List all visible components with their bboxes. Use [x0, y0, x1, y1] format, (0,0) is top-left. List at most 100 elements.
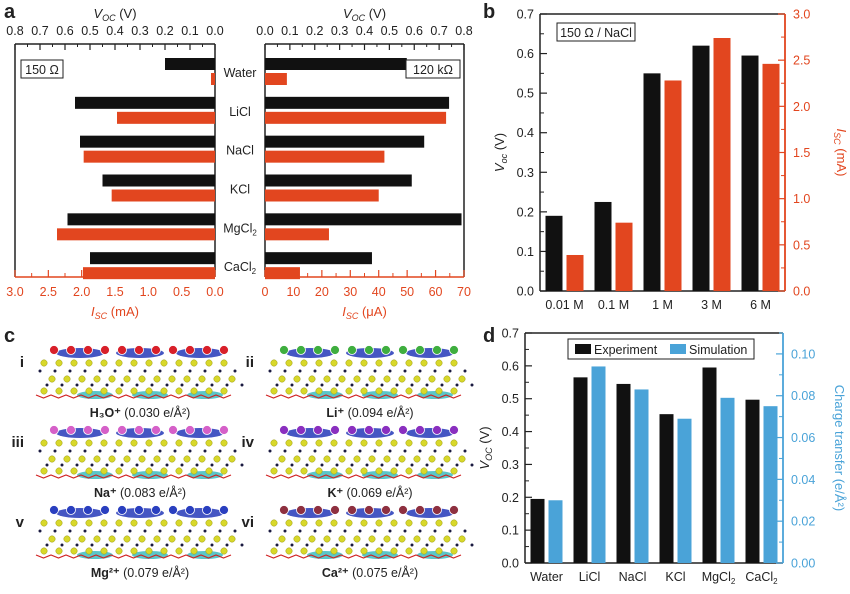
lattice-atom-small	[188, 529, 192, 533]
lattice-atom	[428, 375, 436, 383]
top-tick-label: 0.4	[356, 24, 373, 38]
lattice-atom	[70, 387, 78, 395]
lattice-atom-small	[380, 383, 384, 387]
lattice-atom	[228, 535, 236, 543]
lattice-atom-small	[410, 463, 414, 467]
lattice-atom-small	[218, 369, 222, 373]
lattice-atom-small	[210, 463, 214, 467]
lattice-atom	[368, 535, 376, 543]
lattice-atom	[360, 547, 368, 555]
lattice-atom	[78, 535, 86, 543]
lattice-atom-small	[128, 449, 132, 453]
lattice-atom	[220, 439, 228, 447]
lattice-atom	[205, 547, 213, 555]
lattice-atom	[413, 375, 421, 383]
bar-isc-5	[265, 267, 300, 280]
lattice-atom	[70, 359, 78, 367]
ion-name: H₃O⁺	[90, 406, 122, 420]
panel-letter-b: b	[483, 1, 495, 23]
charge-density-blob	[132, 391, 168, 399]
lattice-atom	[285, 359, 293, 367]
left-axis-title: VOC (V)	[477, 426, 494, 469]
bar-simulation-1	[591, 366, 606, 563]
lattice-atom	[458, 535, 466, 543]
lattice-atom	[390, 387, 398, 395]
lattice-atom-small	[373, 529, 377, 533]
structure-vi: vi Ca²⁺ (0.075 e/Å²)	[241, 505, 474, 580]
lattice-atom-small	[470, 383, 474, 387]
lattice-atom-small	[410, 383, 414, 387]
left-tick-label: 0.2	[502, 491, 519, 505]
axis-label-unit: (mA)	[107, 304, 139, 319]
right-tick-label: 0.5	[793, 238, 810, 252]
lattice-atom-small	[343, 529, 347, 533]
axis-label-sub: OC	[102, 13, 116, 23]
adsorbate-atom	[432, 505, 442, 515]
lattice-atom-small	[455, 383, 459, 387]
lattice-atom	[220, 467, 228, 475]
lattice-atom-small	[53, 529, 57, 533]
lattice-atom-small	[335, 463, 339, 467]
lattice-atom	[315, 519, 323, 527]
bar-voc-0	[545, 215, 563, 291]
category-label: MgCl2	[223, 221, 257, 237]
oxygen-chain	[35, 394, 232, 399]
lattice-atom-small	[75, 383, 79, 387]
right-tick-label: 2.0	[793, 100, 810, 114]
lattice-atom	[345, 467, 353, 475]
category-label: 3 M	[701, 298, 722, 312]
lattice-atom-small	[313, 369, 317, 373]
lattice-atom-small	[448, 449, 452, 453]
lattice-atom	[330, 519, 338, 527]
right-tick-label: 3.0	[793, 8, 810, 22]
bar-voc-4	[265, 213, 462, 226]
top-tick-label: 0.8	[6, 24, 23, 38]
bar-isc-2	[664, 80, 682, 291]
top-tick-label: 0.5	[381, 24, 398, 38]
bar-voc-1	[594, 201, 612, 291]
lattice-atom	[213, 535, 221, 543]
lattice-atom	[100, 387, 108, 395]
lattice-atom-small	[135, 383, 139, 387]
charge-density-blob	[176, 428, 224, 438]
bar-voc-4	[741, 55, 759, 291]
lattice-atom-small	[45, 543, 49, 547]
lattice-atom	[78, 375, 86, 383]
lattice-atom-small	[105, 463, 109, 467]
lattice-atom-small	[150, 463, 154, 467]
structure-index: v	[16, 514, 25, 531]
lattice-atom	[115, 387, 123, 395]
panel-letter-a: a	[4, 1, 16, 23]
axis-label-main: I	[834, 129, 849, 133]
lattice-atom	[175, 439, 183, 447]
lattice-atom-small	[113, 369, 117, 373]
bar-isc-3	[265, 189, 379, 202]
axis-label-sub: SC	[832, 132, 842, 145]
lattice-atom	[300, 547, 308, 555]
adsorbate-atom	[202, 505, 212, 515]
bar-simulation-2	[634, 389, 649, 563]
adsorbate-atom	[364, 505, 374, 515]
panel-b: 0.0 0.1 0.2 0.3 0.4 0.5 0.6 0.7 Voc (V) 0.0 0.5 1.0…	[492, 8, 849, 313]
lattice-atom	[345, 519, 353, 527]
inset-label-box	[405, 59, 461, 79]
lattice-atom-small	[275, 463, 279, 467]
lattice-atom-small	[240, 383, 244, 387]
lattice-atom-small	[268, 529, 272, 533]
lattice-atom-small	[180, 463, 184, 467]
category-label: LiCl	[229, 105, 251, 119]
category-label: CaCl2	[224, 260, 257, 276]
bottom-tick-label: 30	[343, 285, 357, 299]
bar-voc-3	[265, 174, 412, 187]
lattice-atom-small	[290, 383, 294, 387]
left-tick-label: 0.6	[517, 47, 534, 61]
right-tick-label: 0.10	[791, 347, 815, 361]
lattice-atom	[145, 547, 153, 555]
ion-charge-value: (0.079 e/Å²)	[120, 565, 189, 580]
adsorbate-atom	[313, 425, 323, 435]
lattice-atom	[293, 375, 301, 383]
lattice-atom-small	[113, 529, 117, 533]
lattice-atom-small	[195, 543, 199, 547]
oxygen-chain	[265, 474, 462, 479]
